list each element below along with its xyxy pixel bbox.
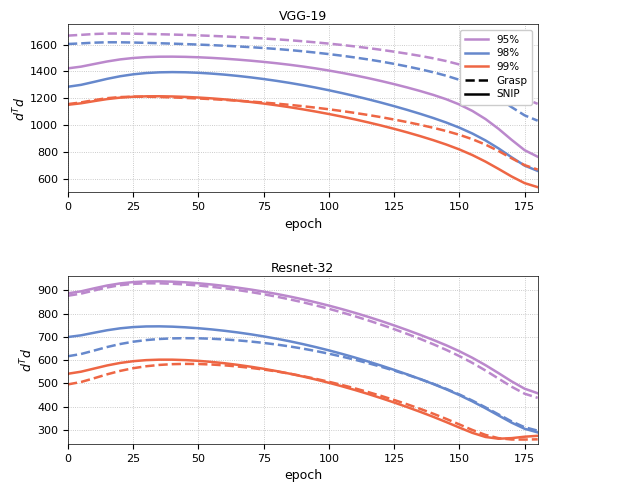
Title: VGG-19: VGG-19 — [279, 10, 327, 23]
Legend: 95%, 98%, 99%, Grasp, SNIP: 95%, 98%, 99%, Grasp, SNIP — [460, 30, 533, 104]
X-axis label: epoch: epoch — [284, 218, 322, 230]
Y-axis label: $d^Td$: $d^Td$ — [12, 96, 29, 121]
Y-axis label: $d^Td$: $d^Td$ — [19, 348, 36, 372]
X-axis label: epoch: epoch — [284, 469, 322, 482]
Title: Resnet-32: Resnet-32 — [271, 262, 334, 275]
